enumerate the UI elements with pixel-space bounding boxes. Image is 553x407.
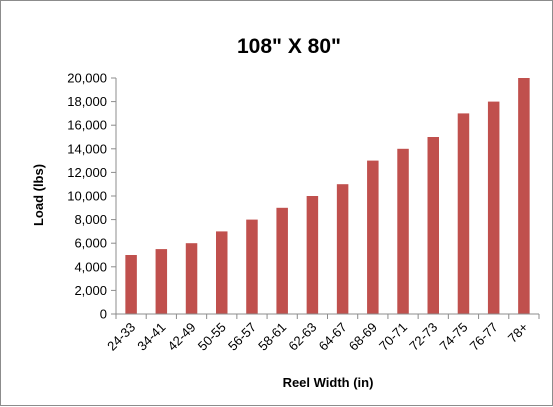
chart-title: 108" X 80" bbox=[237, 35, 341, 58]
bar-74-75 bbox=[457, 113, 470, 315]
bar-56-57 bbox=[246, 219, 258, 314]
x-axis-title: Reel Width (in) bbox=[283, 375, 374, 390]
y-tick-label: 0 bbox=[100, 307, 107, 322]
x-tick-label: 76-77 bbox=[467, 320, 501, 354]
y-axis-ticks: 0 2,000 4,000 6,000 8,000 10,000 12,000 14,000 1… bbox=[67, 71, 116, 322]
x-tick-label: 62-63 bbox=[285, 320, 319, 354]
y-tick-label: 8,000 bbox=[74, 212, 107, 227]
y-tick-label: 2,000 bbox=[74, 283, 107, 298]
bar-42-49 bbox=[185, 243, 198, 314]
x-axis-ticks: 24-3334-4142-4950-5556-5758-6162-6364-67… bbox=[104, 314, 540, 354]
x-tick-label: 42-49 bbox=[165, 320, 199, 354]
y-tick-label: 18,000 bbox=[67, 94, 107, 109]
bar-50-55 bbox=[216, 231, 228, 314]
y-tick-label: 16,000 bbox=[67, 118, 107, 133]
x-tick-label: 72-73 bbox=[406, 320, 440, 354]
x-tick-label: 56-57 bbox=[225, 320, 259, 354]
bar-24-33 bbox=[125, 255, 137, 314]
y-tick-label: 14,000 bbox=[67, 141, 107, 156]
bar-78+ bbox=[518, 78, 530, 314]
bar-76-77 bbox=[487, 101, 500, 314]
bar-34-41 bbox=[155, 249, 168, 314]
bar-58-61 bbox=[276, 207, 288, 314]
bars bbox=[125, 78, 530, 315]
y-tick-label: 12,000 bbox=[67, 165, 107, 180]
x-tick-label: 78+ bbox=[505, 320, 531, 346]
bar-70-71 bbox=[397, 148, 409, 314]
y-tick-label: 4,000 bbox=[74, 259, 107, 274]
x-tick-label: 24-33 bbox=[104, 320, 138, 354]
y-axis-title: Load (lbs) bbox=[31, 164, 46, 226]
x-tick-label: 50-55 bbox=[195, 320, 229, 354]
y-tick-label: 6,000 bbox=[74, 236, 107, 251]
x-tick-label: 74-75 bbox=[436, 320, 470, 354]
x-tick-label: 70-71 bbox=[376, 320, 410, 354]
bar-62-63 bbox=[306, 196, 319, 314]
y-tick-label: 10,000 bbox=[67, 189, 107, 204]
x-tick-label: 58-61 bbox=[255, 320, 289, 354]
x-tick-label: 68-69 bbox=[346, 320, 380, 354]
x-tick-label: 64-67 bbox=[316, 320, 350, 354]
bar-68-69 bbox=[367, 160, 379, 314]
y-tick-label: 20,000 bbox=[67, 71, 107, 86]
x-tick-label: 34-41 bbox=[134, 320, 168, 354]
bar-64-67 bbox=[336, 184, 349, 314]
bar-72-73 bbox=[427, 137, 439, 314]
